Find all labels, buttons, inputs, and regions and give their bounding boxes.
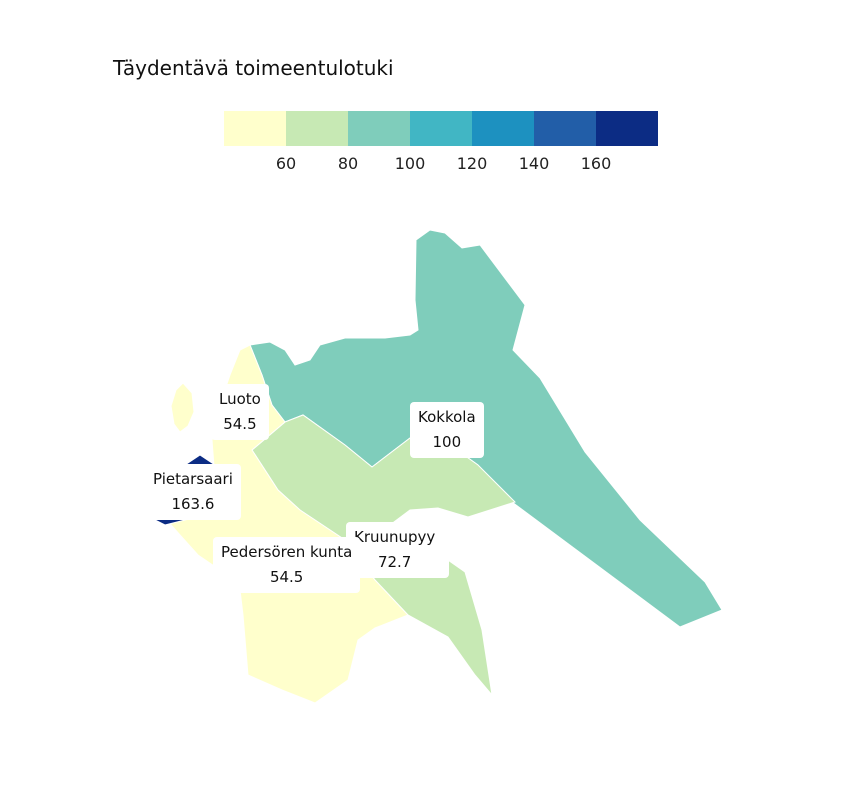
region-name: Pietarsaari [153, 470, 233, 488]
region-value: 72.7 [377, 553, 412, 571]
region-luoto-island[interactable] [170, 382, 195, 433]
region-name: Kokkola [418, 408, 476, 426]
region-value: 100 [432, 433, 462, 451]
region-label-kruunupyy: Kruunupyy 72.7 [346, 522, 450, 578]
legend-tick: 80 [337, 154, 359, 173]
legend-swatch [596, 111, 658, 146]
legend-bar [224, 111, 658, 146]
region-value: 54.5 [223, 415, 257, 433]
legend-tick: 100 [394, 154, 426, 173]
legend-tick: 160 [580, 154, 612, 173]
region-label-luoto: Luoto 54.5 [211, 384, 269, 440]
region-label-pietarsaari: Pietarsaari 163.6 [145, 464, 241, 520]
legend-tick: 120 [456, 154, 488, 173]
region-name: Pedersören kunta [221, 543, 353, 561]
legend-swatch [472, 111, 534, 146]
region-value: 54.5 [269, 568, 304, 586]
legend-swatch [348, 111, 410, 146]
legend-swatch [534, 111, 596, 146]
region-name: Luoto [219, 390, 261, 408]
legend-swatch [286, 111, 348, 146]
region-value: 163.6 [171, 495, 215, 513]
legend-swatch [410, 111, 472, 146]
legend-swatch [224, 111, 286, 146]
legend-ticks: 60 80 100 120 140 160 [224, 146, 658, 173]
region-label-pedersoren-kunta: Pedersören kunta 54.5 [213, 537, 361, 593]
region-label-kokkola: Kokkola 100 [410, 402, 484, 458]
legend-tick: 60 [275, 154, 297, 173]
region-name: Kruunupyy [354, 528, 436, 546]
color-legend: 60 80 100 120 140 160 [224, 111, 658, 173]
legend-tick: 140 [518, 154, 550, 173]
map-title: Täydentävä toimeentulotuki [113, 56, 394, 80]
